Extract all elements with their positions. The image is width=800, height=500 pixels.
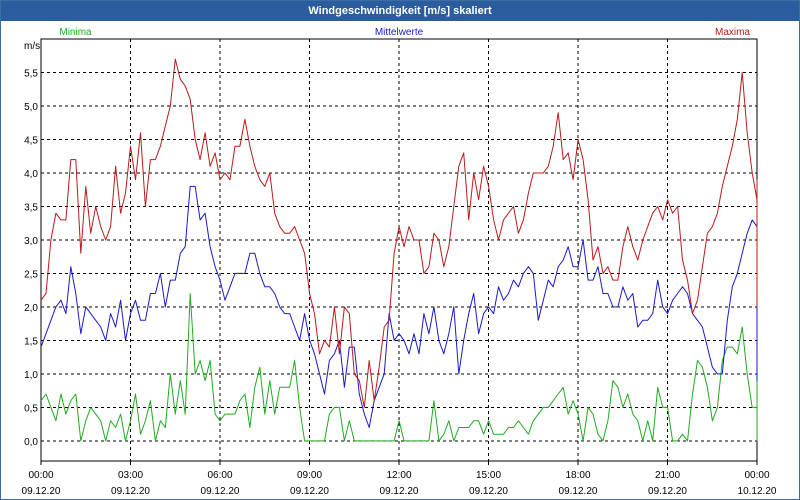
y-tick-label: 2,0 [24,303,38,314]
line-chart: 0,0 0,5 1,0 1,5 2,0 2,5 3,0 3,5 4,0 4,5 5,0 5,5 00:… [22,27,777,497]
x-tick-time: 18:00 [565,470,590,481]
window-title: Windgeschwindigkeit [m/s] skaliert [1,1,799,21]
y-tick-label: 3,5 [24,202,38,213]
grid-lines [41,39,757,461]
x-tick-time: 03:00 [118,470,143,481]
x-tick-time: 09:00 [297,470,322,481]
y-tick-label: 2,5 [24,269,38,280]
y-tick-labels: 0,0 0,5 1,0 1,5 2,0 2,5 3,0 3,5 4,0 4,5 5,0 5,5 [24,68,38,447]
x-tick-time: 00:00 [28,470,53,481]
y-axis-label: m/s [24,41,40,52]
y-tick-label: 4,0 [24,169,38,180]
x-tick-date: 09.12.20 [648,486,687,497]
x-tick-time: 15:00 [476,470,501,481]
x-tick-date: 09.12.20 [290,486,329,497]
y-tick-label: 5,5 [24,68,38,79]
x-tick-labels: 00:00 09.12.20 03:00 09.12.20 06:00 09.12.20 0… [22,470,777,497]
legend-item-maxima: Maxima [715,27,750,38]
series-line-minima [40,293,758,442]
x-tick-time: 00:00 [744,470,769,481]
legend-item-mittelwerte: Mittelwerte [375,27,424,38]
x-tick-date: 09.12.20 [111,486,150,497]
x-tick-time: 12:00 [386,470,411,481]
x-tick-time: 21:00 [655,470,680,481]
x-tick-date: 09.12.20 [22,486,61,497]
x-tick-date: 09.12.20 [469,486,508,497]
x-tick-date: 10.12.20 [738,486,777,497]
legend: Minima Mittelwerte Maxima [59,27,750,38]
y-tick-label: 3,0 [24,236,38,247]
x-tick-date: 09.12.20 [559,486,598,497]
series-lines [40,58,758,442]
y-tick-label: 5,0 [24,102,38,113]
y-tick-label: 1,0 [24,370,38,381]
x-tick-time: 06:00 [207,470,232,481]
x-tick-date: 09.12.20 [380,486,419,497]
y-tick-label: 4,5 [24,135,38,146]
x-tick-date: 09.12.20 [201,486,240,497]
y-tick-label: 1,5 [24,336,38,347]
y-tick-label: 0,5 [24,403,38,414]
legend-item-minima: Minima [59,27,92,38]
y-tick-label: 0,0 [24,437,38,448]
series-line-maxima [40,58,758,408]
